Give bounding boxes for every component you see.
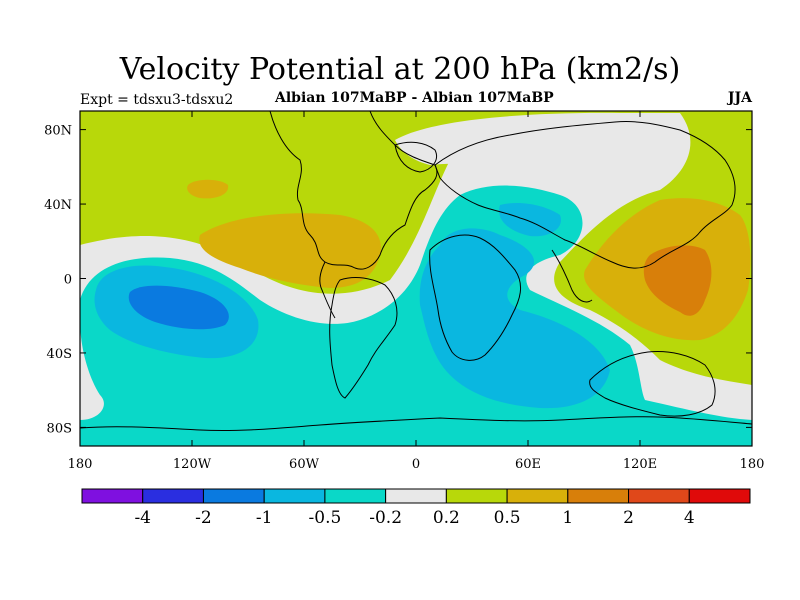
colorbar-swatch bbox=[506, 488, 569, 504]
coastline-africa bbox=[429, 234, 522, 361]
field-near-zero-north bbox=[395, 112, 680, 205]
x-tick-label: 180 bbox=[740, 457, 765, 472]
x-tick-label: 120E bbox=[623, 457, 657, 472]
colorbar-label: 1 bbox=[562, 508, 573, 528]
colorbar: -4 -2 -1 -0.5 -0.2 0.2 0.5 1 2 4 bbox=[81, 488, 751, 528]
x-tick-label: 120W bbox=[173, 457, 212, 472]
x-tick-label: 180 bbox=[68, 457, 93, 472]
y-axis: 80N 40N 0 40S 80S bbox=[44, 124, 752, 436]
colorbar-label: -4 bbox=[134, 508, 151, 528]
velocity-potential-field bbox=[80, 111, 752, 446]
x-tick-label: 60W bbox=[289, 457, 320, 472]
field-positive-mid-atlantic bbox=[199, 213, 381, 288]
season-label: JJA bbox=[727, 90, 752, 106]
x-axis: 180 120W 60W 0 60E 120E 180 bbox=[68, 111, 765, 472]
colorbar-label: 4 bbox=[684, 508, 695, 528]
colorbar-swatch bbox=[324, 488, 387, 504]
y-tick-label: 40N bbox=[44, 198, 72, 213]
period-label: Albian 107MaBP - Albian 107MaBP bbox=[275, 90, 554, 106]
field-positive-mid-north bbox=[187, 179, 229, 199]
coastline-north-america bbox=[269, 111, 438, 270]
x-tick-label: 60E bbox=[515, 457, 541, 472]
coastlines bbox=[80, 111, 752, 432]
y-tick-label: 80N bbox=[44, 124, 72, 139]
experiment-label: Expt = tdsxu3-tdsxu2 bbox=[80, 92, 234, 108]
colorbar-label: -1 bbox=[256, 508, 273, 528]
y-tick-label: 40S bbox=[47, 347, 72, 362]
field-negative-mid-atlantic bbox=[419, 228, 610, 409]
field-negative-core-pacific bbox=[128, 285, 229, 330]
x-tick-label: 0 bbox=[412, 457, 420, 472]
coastline-eurasia bbox=[434, 121, 736, 269]
colorbar-label: 0.2 bbox=[433, 508, 460, 528]
colorbar-swatch bbox=[81, 488, 144, 504]
coastline-india bbox=[551, 249, 593, 303]
coastline-greenland bbox=[394, 141, 437, 173]
colorbar-swatch bbox=[385, 488, 447, 504]
colorbar-swatch bbox=[567, 488, 630, 504]
coastline-antarctica bbox=[80, 416, 752, 432]
colorbar-label: -2 bbox=[195, 508, 212, 528]
colorbar-label: 0.5 bbox=[494, 508, 521, 528]
colorbar-swatch bbox=[628, 488, 690, 504]
y-tick-label: 80S bbox=[47, 421, 72, 436]
colorbar-label: -0.2 bbox=[369, 508, 402, 528]
coastline-australia bbox=[589, 351, 716, 417]
y-tick-label: 0 bbox=[64, 273, 72, 288]
page-title: Velocity Potential at 200 hPa (km2/s) bbox=[119, 52, 681, 87]
colorbar-swatch bbox=[445, 488, 508, 504]
colorbar-label: -0.5 bbox=[309, 508, 342, 528]
field-positive-core-east bbox=[643, 245, 712, 316]
field-negative-mid-atlantic-north bbox=[499, 203, 561, 237]
colorbar-label: 2 bbox=[623, 508, 634, 528]
colorbar-swatch bbox=[263, 488, 326, 504]
coastline-south-america bbox=[329, 277, 398, 399]
colorbar-swatch bbox=[202, 488, 265, 504]
colorbar-swatch bbox=[142, 488, 204, 504]
colorbar-swatch bbox=[688, 488, 751, 504]
